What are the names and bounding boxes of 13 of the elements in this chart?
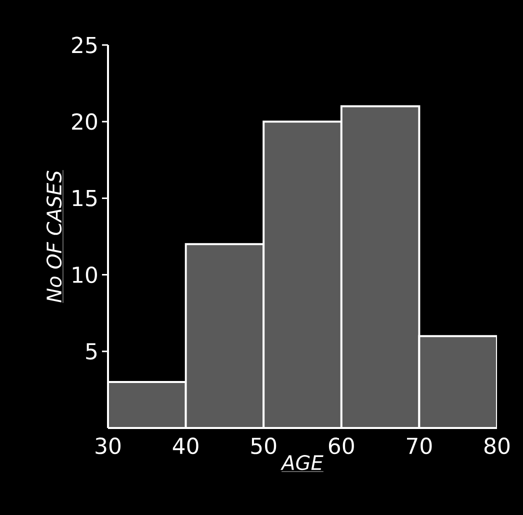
y-tick-label: 5 xyxy=(86,343,97,360)
x-tick-label: 70 xyxy=(407,438,432,454)
y-tick-label: 25 xyxy=(72,36,97,54)
x-tick-label: 30 xyxy=(96,438,121,454)
x-tick-label: 50 xyxy=(251,438,276,454)
x-axis-title: AGE xyxy=(280,455,324,470)
x-tick-label: 40 xyxy=(172,438,198,454)
y-tick-label: 10 xyxy=(72,266,97,284)
y-axis-title: No OF CASES xyxy=(46,170,62,302)
x-tick-label: 80 xyxy=(484,438,510,454)
y-tick-label: 15 xyxy=(72,190,97,206)
y-tick-label: 20 xyxy=(72,113,97,130)
x-tick-label: 60 xyxy=(328,438,354,454)
